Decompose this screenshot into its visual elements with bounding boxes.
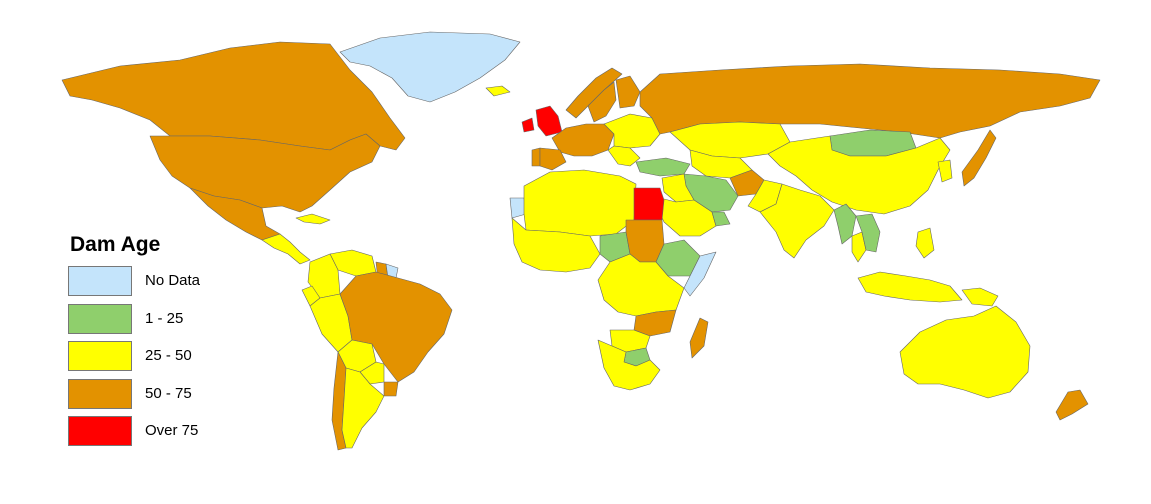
region-indonesia [857,271,963,303]
region-west-africa [511,217,601,273]
region-iceland [485,85,511,97]
legend-label: No Data [145,272,201,289]
region-uruguay [383,381,399,397]
region-central-america [261,233,311,265]
region-china [767,135,951,215]
legend-swatch [68,303,132,334]
region-western-sahara [509,197,527,219]
region-southern-africa [597,339,661,391]
legend-item-no-data: No Data [68,266,268,304]
legend-swatch [68,378,132,409]
region-north-africa [523,169,637,237]
legend-label: 1 - 25 [145,309,184,327]
map-regions [61,31,1101,451]
region-sweden [587,81,617,123]
legend-item-1-25: 1 - 25 [68,303,268,342]
region-united-kingdom [535,105,563,137]
region-spain [539,147,567,171]
region-finland [615,75,641,109]
region-korea [937,159,953,183]
region-new-zealand [1055,389,1089,421]
legend-swatch [68,266,132,296]
legend-item-50-75: 50 - 75 [68,378,268,417]
legend-swatch [68,341,132,371]
region-ireland [521,117,535,133]
region-eastern-europe [603,113,661,149]
legend-swatch [68,416,132,446]
legend-label: Over 75 [145,422,199,439]
region-cuba [295,213,331,225]
region-australia [899,305,1031,399]
region-india [759,183,835,259]
region-norway [565,67,623,119]
legend-label: 50 - 75 [145,384,192,402]
region-thailand [851,231,867,263]
map-legend: Dam Age No Data 1 - 25 25 - 50 50 - 75 O… [68,232,268,454]
region-madagascar [689,317,709,359]
region-greenland [339,31,521,103]
region-balkans [607,145,641,167]
region-portugal [531,147,541,167]
region-oman [711,211,731,227]
region-vietnam [855,213,881,253]
region-japan [961,129,997,187]
legend-title: Dam Age [70,233,161,256]
legend-label: 25 - 50 [145,347,192,364]
region-philippines [915,227,935,259]
region-somalia [683,251,717,297]
region-papua-new-guinea [961,287,999,307]
legend-item-25-50: 25 - 50 [68,341,268,379]
region-egypt [633,187,665,221]
legend-item-over-75: Over 75 [68,416,268,454]
region-western-europe [551,123,615,157]
region-turkey [635,157,691,177]
region-argentina [341,367,385,449]
region-united-states [149,133,381,213]
